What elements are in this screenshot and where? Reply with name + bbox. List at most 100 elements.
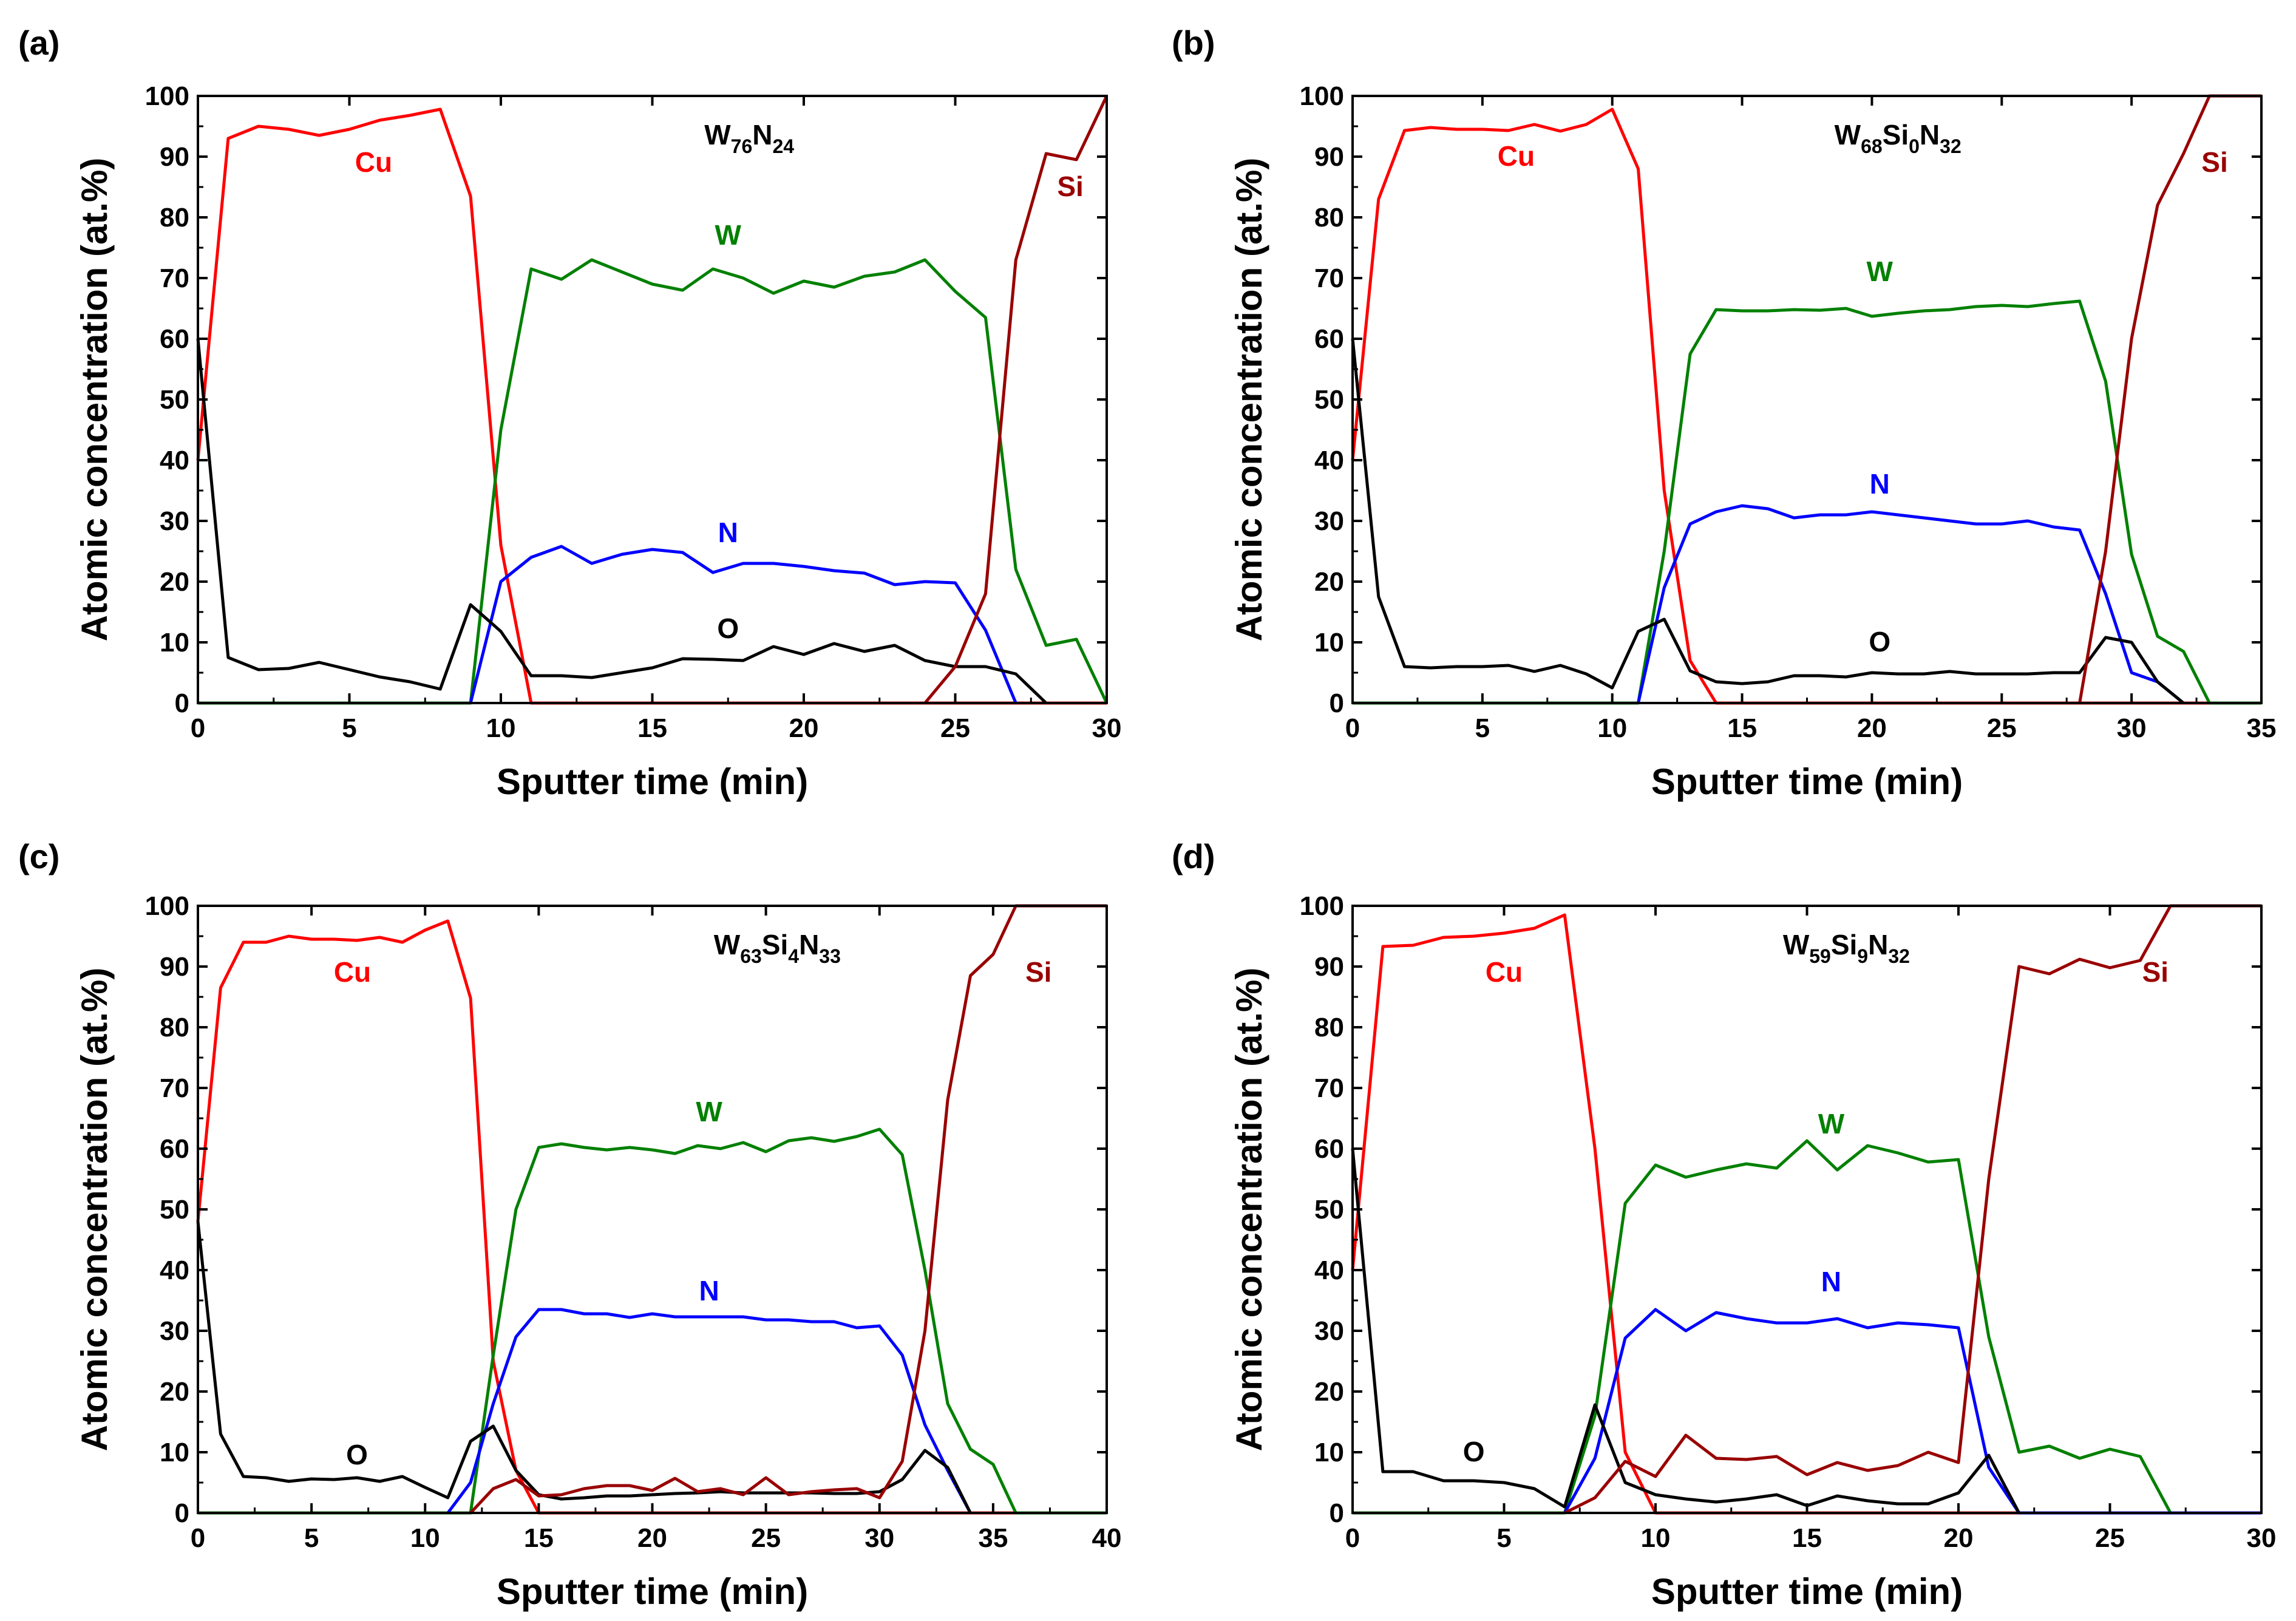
series-label-w: W [1867,256,1894,287]
composition-element: Si [762,929,788,960]
series-group [1351,94,2261,705]
x-tick-label: 15 [524,1523,554,1553]
panel-label: (a) [18,24,59,62]
series-line-n [469,545,1017,704]
y-tick-label: 90 [1314,142,1344,172]
series-label-si: Si [1057,171,1083,202]
composition-label: W63​Si4​N33​ [714,929,841,967]
x-tick-label: 15 [1727,713,1757,743]
series-line-n [1563,1308,2261,1515]
y-axis-title: Atomic concentration (at.%) [1229,158,1269,642]
x-tick-label: 5 [1496,1523,1511,1553]
series-line-w [1353,1139,2261,1515]
x-tick-label: 40 [1092,1523,1122,1553]
chart-panel-0: (a) 0 5 10 15 20 25 30 0 10 20 30 40 50 60 70 80 90 100 Spu… [18,24,1121,802]
series-line-cu [196,107,1107,705]
y-tick-label: 10 [160,1438,189,1467]
y-tick-label: 100 [145,81,189,111]
x-tick-label: 35 [2247,713,2277,743]
y-tick-label: 30 [160,506,189,536]
y-tick-label: 70 [1314,1073,1344,1103]
composition-subscript: 9 [1857,945,1868,967]
x-tick-label: 10 [1641,1523,1671,1553]
x-axis-title: Sputter time (min) [497,761,808,802]
panel-label: (d) [1172,837,1215,875]
series-label-n: N [1821,1266,1841,1297]
series-line-o [1351,338,2185,704]
series-line-si [923,95,1109,704]
y-tick-label: 50 [160,385,189,415]
y-tick-label: 90 [1314,952,1344,982]
y-tick-label: 40 [1314,1256,1344,1285]
composition-subscript: 32 [1888,945,1910,967]
composition-label: W68​Si0​N32​ [1835,119,1961,157]
plot-frame [1351,905,2263,1514]
y-tick-label: 60 [160,1134,189,1164]
series-label-n: N [718,517,738,548]
x-tick-label: 0 [1345,713,1360,743]
x-tick-label: 0 [191,713,205,743]
y-tick-label: 30 [1314,1316,1344,1346]
series-label-w: W [715,219,742,251]
series-line-w [198,258,1109,705]
composition-element: W [1835,119,1861,151]
composition-subscript: 33 [819,945,841,967]
composition-subscript: 4 [788,945,799,967]
y-tick-label: 20 [160,567,189,597]
y-tick-label: 70 [160,1073,189,1103]
y-tick-label: 70 [160,263,189,293]
x-tick-label: 0 [1345,1523,1360,1553]
series-line-cu [196,919,1107,1515]
y-tick-label: 80 [1314,1013,1344,1042]
series-line-cu [1351,913,2261,1515]
composition-element: Si [1831,929,1857,960]
composition-subscript: 68 [1861,135,1883,157]
y-tick-label: 80 [160,1013,189,1042]
y-tick-label: 70 [1314,263,1344,293]
composition-subscript: 0 [1909,135,1920,157]
series-group [196,904,1107,1515]
x-tick-label: 30 [2247,1523,2277,1553]
y-tick-label: 100 [1300,81,1344,111]
series-label-w: W [696,1096,722,1127]
series-line-o [196,338,1047,704]
series-label-o: O [1869,626,1890,658]
y-tick-label: 30 [1314,506,1344,536]
series-line-n [1637,504,2185,704]
x-tick-label: 20 [1944,1523,1974,1553]
series-label-n: N [1870,468,1890,500]
chart-panel-3: (d) 0 5 10 15 20 25 30 0 10 20 30 40 50 60 70 80 90 100 Spu… [1172,837,2276,1612]
y-tick-label: 40 [160,446,189,475]
x-tick-label: 5 [342,713,356,743]
series-line-o [1351,1148,2021,1514]
series-label-cu: Cu [1486,956,1523,988]
y-tick-label: 90 [160,142,189,172]
x-tick-label: 20 [1857,713,1887,743]
series-line-si [1564,904,2261,1515]
composition-element: W [1783,929,1810,960]
y-axis-title: Atomic concentration (at.%) [74,158,115,642]
y-tick-label: 20 [160,1377,189,1407]
x-tick-label: 35 [978,1523,1008,1553]
panel-label: (c) [18,837,59,875]
composition-subscript: 76 [731,135,753,157]
y-tick-label: 40 [160,1256,189,1285]
composition-element: W [704,119,731,151]
y-tick-label: 60 [1314,1134,1344,1164]
series-group [1351,904,2261,1515]
series-label-o: O [1463,1436,1485,1467]
x-tick-label: 0 [191,1523,205,1553]
x-tick-label: 5 [1475,713,1490,743]
x-tick-label: 15 [1792,1523,1822,1553]
y-tick-label: 10 [1314,628,1344,658]
y-tick-label: 0 [175,1498,189,1528]
composition-element: W [714,929,741,960]
plot-frame [197,95,1108,704]
series-label-w: W [1818,1108,1845,1140]
composition-element: Si [1883,119,1909,151]
y-tick-label: 100 [1300,891,1344,921]
composition-subscript: 32 [1940,135,1961,157]
series-line-cu [1351,107,2261,705]
x-tick-label: 10 [1597,713,1627,743]
y-tick-label: 20 [1314,1377,1344,1407]
